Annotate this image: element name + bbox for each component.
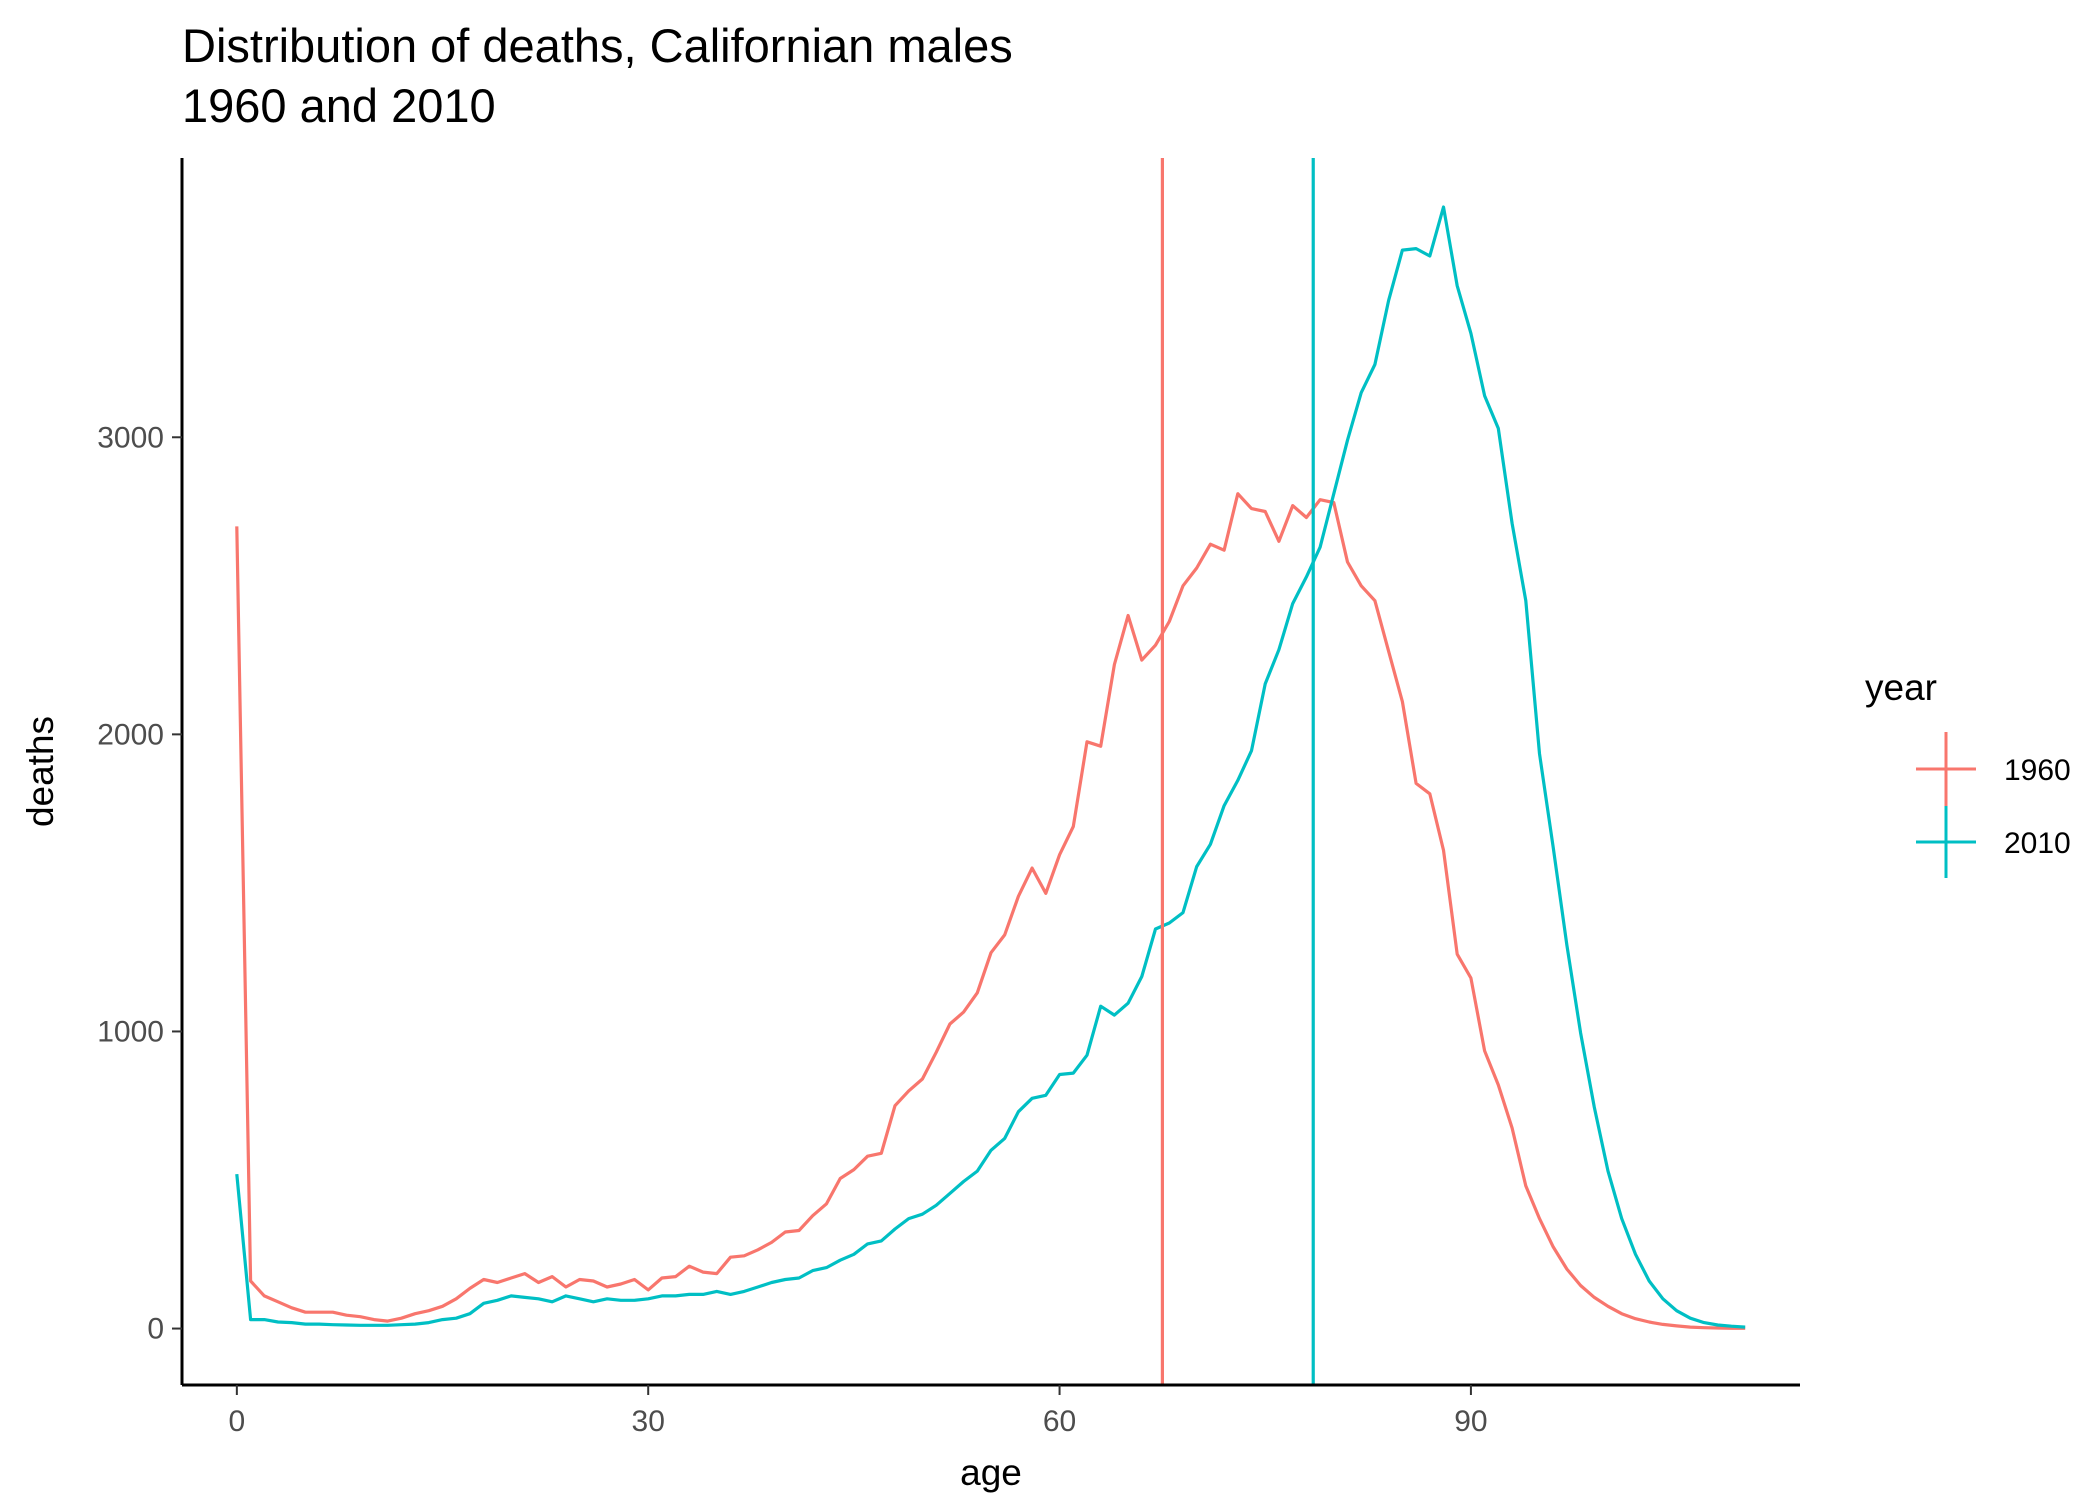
series-line-2010 — [235, 205, 1746, 1329]
chart-subtitle: 1960 and 2010 — [182, 79, 496, 132]
y-tick-label: 0 — [147, 1313, 164, 1346]
y-axis-ticks: 0 1000 2000 3000 — [97, 421, 182, 1346]
x-tick-label: 0 — [229, 1405, 246, 1438]
x-axis-ticks: 0 30 60 90 — [229, 1385, 1488, 1438]
legend-label-2010: 2010 — [2004, 827, 2071, 860]
y-tick-label: 1000 — [97, 1015, 164, 1048]
legend-label-1960: 1960 — [2004, 754, 2071, 787]
chart-title: Distribution of deaths, Californian male… — [182, 19, 1013, 72]
y-tick-label: 2000 — [97, 718, 164, 751]
legend-title: year — [1865, 667, 1937, 708]
x-tick-label: 30 — [632, 1405, 665, 1438]
x-axis-title: age — [960, 1452, 1022, 1493]
legend-item-1960: 1960 — [1916, 732, 2071, 806]
y-tick-label: 3000 — [97, 421, 164, 454]
series-line-1960 — [235, 492, 1746, 1330]
plot-panel: 0 30 60 90 0 1000 2000 3000 — [97, 158, 1800, 1438]
x-tick-label: 90 — [1454, 1405, 1487, 1438]
y-axis-title: deaths — [20, 716, 61, 827]
legend-item-2010: 2010 — [1916, 806, 2071, 878]
x-tick-label: 60 — [1043, 1405, 1076, 1438]
mean-lines — [1160, 158, 1315, 1385]
series-layer — [235, 205, 1746, 1330]
legend: year 1960 2010 — [1865, 667, 2071, 878]
